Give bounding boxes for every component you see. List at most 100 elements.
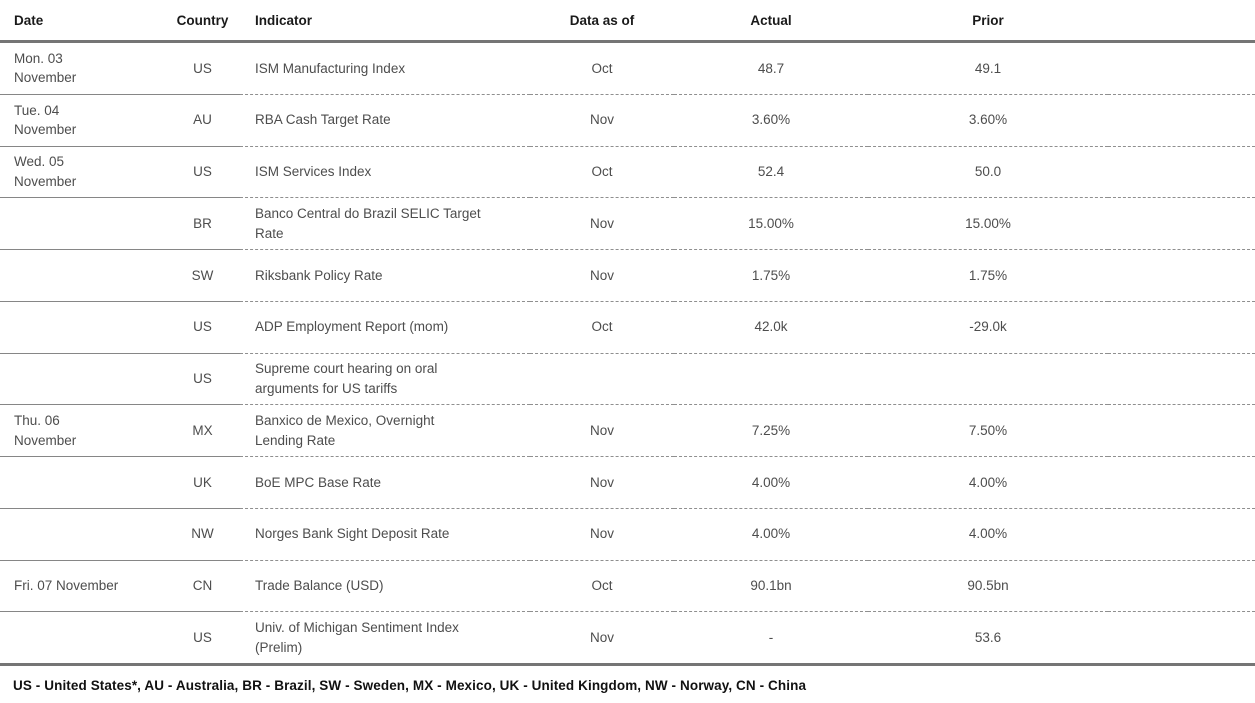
actual-cell: 90.1bn	[674, 559, 868, 612]
country-cell: US	[165, 611, 240, 666]
country-cell: US	[165, 352, 240, 405]
table-row: US Univ. of Michigan Sentiment Index (Pr…	[0, 611, 1255, 666]
table-row: Wed. 05 November US ISM Services Index O…	[0, 145, 1255, 198]
filler-cell	[1108, 300, 1255, 353]
indicator-cell: Banco Central do Brazil SELIC Target Rat…	[240, 197, 530, 250]
prior-cell: 4.00%	[868, 456, 1108, 509]
actual-cell: 3.60%	[674, 93, 868, 146]
actual-cell: 15.00%	[674, 197, 868, 250]
date-cell	[0, 507, 165, 560]
prior-cell: 49.1	[974, 60, 1002, 76]
column-header-prior: Prior	[868, 0, 1108, 43]
filler-cell	[1108, 42, 1255, 95]
prior-cell: 15.00%	[868, 197, 1108, 250]
country-cell: BR	[165, 197, 240, 250]
actual-cell: -	[674, 611, 868, 666]
date-cell: Tue. 04 November	[0, 93, 165, 146]
actual-cell: 1.75%	[674, 249, 868, 302]
data-as-of-cell: Nov	[530, 197, 674, 250]
actual-cell: 7.25%	[674, 404, 868, 457]
indicator-cell: Univ. of Michigan Sentiment Index (Preli…	[240, 611, 530, 666]
column-header-data-as-of: Data as of	[530, 0, 674, 43]
prior-cell	[868, 352, 1108, 405]
filler-cell	[1108, 197, 1255, 250]
prior-cell: 4.00%	[868, 507, 1108, 560]
date-cell	[0, 352, 165, 405]
table-row: US ADP Employment Report (mom) Oct 42.0k…	[0, 300, 1255, 353]
column-header-indicator: Indicator	[240, 0, 530, 43]
column-header-filler	[1108, 0, 1255, 43]
data-as-of-cell: Nov	[530, 404, 674, 457]
table-row: Fri. 07 November CN Trade Balance (USD) …	[0, 559, 1255, 612]
actual-cell: 48.7	[757, 60, 785, 76]
prior-cell: 7.50%	[868, 404, 1108, 457]
filler-cell	[1108, 404, 1255, 457]
indicator-cell: Banxico de Mexico, Overnight Lending Rat…	[240, 404, 530, 457]
data-as-of-cell: Oct	[530, 145, 674, 198]
data-as-of-cell: Oct	[530, 559, 674, 612]
data-as-of-cell: Nov	[530, 507, 674, 560]
table-row: BR Banco Central do Brazil SELIC Target …	[0, 197, 1255, 250]
header-row: Date Country Indicator Data as of Actual…	[0, 0, 1255, 43]
table-row: NW Norges Bank Sight Deposit Rate Nov 4.…	[0, 507, 1255, 560]
prior-cell: 90.5bn	[868, 559, 1108, 612]
table-row: Thu. 06 November MX Banxico de Mexico, O…	[0, 404, 1255, 457]
country-legend-footnote: US - United States*, AU - Australia, BR …	[13, 678, 807, 693]
indicator-cell: ISM Services Index	[240, 145, 530, 198]
filler-cell	[1108, 507, 1255, 560]
date-cell	[0, 249, 165, 302]
indicator-cell: ADP Employment Report (mom)	[240, 300, 530, 353]
data-as-of-cell: Nov	[530, 456, 674, 509]
table-body: Mon. 03 November US ISM Manufacturing In…	[0, 42, 1255, 666]
column-header-date: Date	[0, 0, 165, 43]
filler-cell	[1108, 93, 1255, 146]
table-row: Mon. 03 November US ISM Manufacturing In…	[0, 42, 1255, 95]
actual-cell: 4.00%	[674, 456, 868, 509]
data-as-of-cell: Nov	[530, 611, 674, 666]
table-row: Tue. 04 November AU RBA Cash Target Rate…	[0, 93, 1255, 146]
prior-cell: -29.0k	[868, 300, 1108, 353]
country-cell: UK	[165, 456, 240, 509]
economic-calendar-table: Date Country Indicator Data as of Actual…	[0, 0, 1255, 666]
column-header-actual: Actual	[674, 0, 868, 43]
data-as-of-cell	[530, 352, 674, 405]
country-cell: MX	[165, 404, 240, 457]
indicator-cell: RBA Cash Target Rate	[240, 93, 530, 146]
country-cell: US	[165, 300, 240, 353]
actual-cell	[674, 352, 868, 405]
data-as-of-cell: Nov	[530, 93, 674, 146]
prior-cell: 3.60%	[868, 93, 1108, 146]
actual-cell: 52.4	[674, 145, 868, 198]
table-header: Date Country Indicator Data as of Actual…	[0, 0, 1255, 43]
indicator-cell: Norges Bank Sight Deposit Rate	[240, 507, 530, 560]
country-cell: CN	[165, 559, 240, 612]
filler-cell	[1108, 352, 1255, 405]
date-cell: Fri. 07 November	[0, 559, 165, 612]
prior-cell: 50.0	[868, 145, 1108, 198]
country-cell: AU	[165, 93, 240, 146]
indicator-cell: Supreme court hearing on oral arguments …	[240, 352, 530, 405]
country-cell: NW	[165, 507, 240, 560]
filler-cell	[1108, 249, 1255, 302]
country-cell: SW	[165, 249, 240, 302]
indicator-cell: Riksbank Policy Rate	[240, 249, 530, 302]
actual-cell: 42.0k	[674, 300, 868, 353]
filler-cell	[1108, 456, 1255, 509]
actual-cell: 4.00%	[674, 507, 868, 560]
date-cell	[0, 456, 165, 509]
indicator-cell: ISM Manufacturing Index	[255, 60, 406, 76]
table-row: UK BoE MPC Base Rate Nov 4.00% 4.00%	[0, 456, 1255, 509]
date-cell: Thu. 06 November	[0, 404, 165, 457]
date-cell	[0, 611, 165, 666]
data-as-of-cell: Oct	[530, 300, 674, 353]
date-cell	[0, 197, 165, 250]
date-cell: Mon. 03 November	[14, 50, 77, 86]
prior-cell: 53.6	[868, 611, 1108, 666]
date-cell: Wed. 05 November	[0, 145, 165, 198]
filler-cell	[1108, 145, 1255, 198]
column-header-country: Country	[165, 0, 240, 43]
table-row: SW Riksbank Policy Rate Nov 1.75% 1.75%	[0, 249, 1255, 302]
indicator-cell: Trade Balance (USD)	[240, 559, 530, 612]
table-row: US Supreme court hearing on oral argumen…	[0, 352, 1255, 405]
